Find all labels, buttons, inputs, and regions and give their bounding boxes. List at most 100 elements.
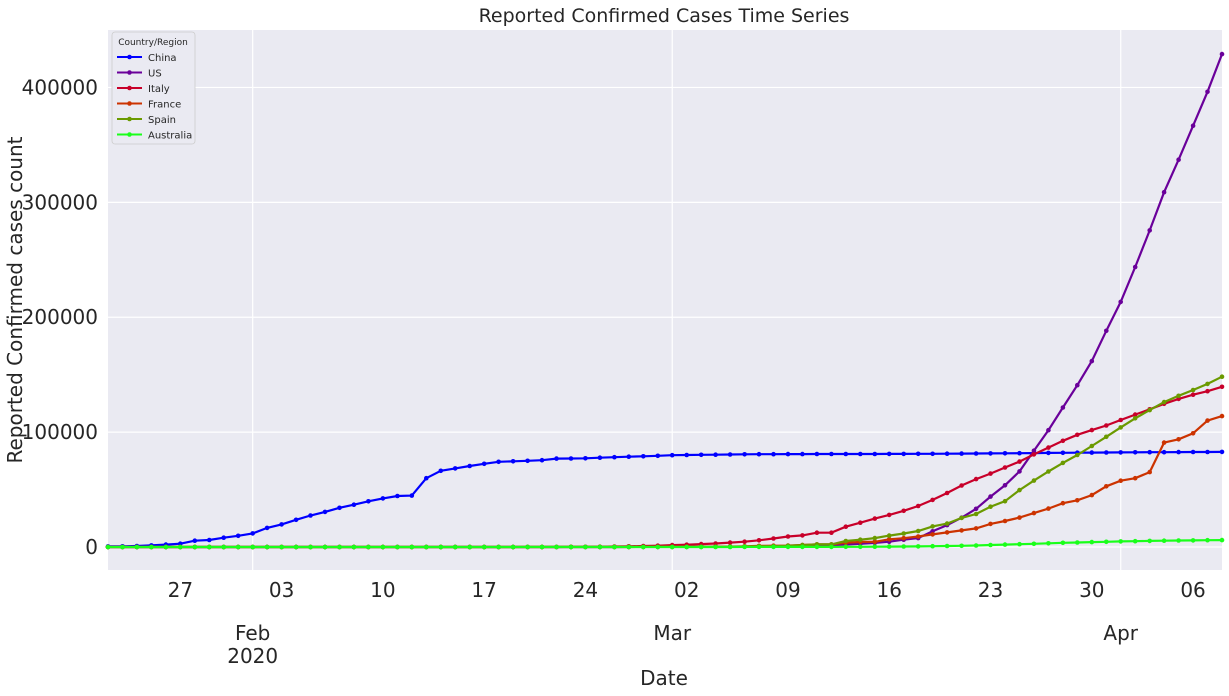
- data-point: [554, 456, 559, 461]
- data-point: [915, 534, 921, 539]
- data-point: [829, 451, 834, 457]
- data-point: [886, 544, 892, 549]
- data-point: [886, 451, 892, 457]
- data-point: [1060, 438, 1066, 444]
- data-point: [525, 544, 530, 550]
- data-point: [901, 508, 906, 514]
- data-point: [409, 493, 415, 498]
- data-point: [1132, 475, 1138, 481]
- data-point: [698, 452, 704, 458]
- legend-marker: [127, 85, 132, 91]
- data-point: [1190, 392, 1196, 398]
- grid-lines: [108, 30, 1222, 570]
- data-point: [800, 544, 805, 550]
- data-point: [1031, 478, 1037, 483]
- data-point: [1190, 123, 1196, 128]
- data-point: [858, 451, 863, 457]
- y-axis: 0 100000 200000 300000 400000: [22, 75, 98, 559]
- data-point: [930, 524, 935, 529]
- data-point: [1205, 418, 1210, 423]
- series-line-australia: [108, 539, 1223, 549]
- data-point: [481, 461, 487, 467]
- data-point: [944, 530, 950, 535]
- data-point: [1002, 483, 1008, 488]
- data-point: [221, 535, 226, 540]
- data-point: [235, 544, 241, 550]
- data-point: [1089, 492, 1095, 498]
- data-point: [250, 531, 255, 536]
- data-point: [988, 542, 993, 548]
- data-point: [988, 494, 993, 499]
- data-point: [1017, 459, 1022, 464]
- data-point: [134, 544, 140, 550]
- data-point: [438, 468, 444, 474]
- x-tick-label: 24: [573, 578, 598, 602]
- plot-area: [108, 30, 1222, 570]
- x-axis-title: Date: [640, 666, 688, 690]
- series-australia: [105, 537, 1225, 550]
- legend-title: Country/Region: [118, 38, 188, 48]
- data-point: [843, 544, 849, 550]
- y-tick-label: 0: [85, 535, 98, 559]
- data-point: [1104, 434, 1109, 440]
- data-point: [1147, 449, 1152, 455]
- data-point: [264, 525, 270, 531]
- data-point: [886, 537, 892, 542]
- data-point: [337, 544, 342, 550]
- legend-label: Italy: [148, 84, 170, 95]
- data-point: [669, 544, 675, 550]
- data-point: [1060, 405, 1066, 410]
- data-point: [380, 544, 386, 550]
- data-point: [973, 526, 979, 531]
- data-point: [641, 544, 646, 550]
- data-point: [800, 533, 805, 538]
- data-point: [944, 451, 950, 457]
- data-point: [452, 466, 458, 471]
- data-point: [669, 452, 675, 458]
- legend-marker: [127, 132, 132, 137]
- data-point: [1089, 427, 1095, 433]
- data-point: [1017, 515, 1022, 520]
- data-point: [1002, 451, 1008, 456]
- data-point: [597, 544, 603, 550]
- data-point: [756, 544, 762, 550]
- data-point: [973, 506, 979, 512]
- data-point: [496, 544, 501, 550]
- data-point: [1060, 540, 1066, 546]
- data-point: [1190, 449, 1196, 455]
- data-point: [380, 496, 386, 501]
- data-point: [858, 544, 863, 550]
- data-point: [105, 544, 111, 550]
- data-point: [1002, 542, 1008, 547]
- data-point: [1075, 432, 1080, 438]
- data-point: [1075, 382, 1080, 388]
- data-point: [1176, 393, 1181, 399]
- data-point: [1176, 437, 1181, 442]
- data-point: [727, 544, 733, 550]
- data-point: [1104, 484, 1109, 489]
- data-point: [207, 544, 212, 550]
- data-point: [814, 451, 820, 457]
- x-tick-label: 17: [471, 578, 496, 602]
- data-point: [612, 544, 617, 550]
- data-point: [771, 451, 776, 457]
- data-point: [1205, 89, 1210, 95]
- x-tick-label: 02: [674, 578, 699, 602]
- data-point: [727, 540, 733, 545]
- x-month-label: Feb: [235, 621, 270, 645]
- data-point: [959, 451, 964, 456]
- data-point: [1002, 498, 1008, 504]
- data-point: [1118, 299, 1123, 305]
- data-point: [207, 537, 212, 543]
- legend-marker: [127, 101, 132, 106]
- data-point: [843, 538, 849, 544]
- data-point: [525, 458, 530, 464]
- data-point: [510, 459, 516, 464]
- data-point: [843, 451, 849, 457]
- legend-label: US: [148, 69, 162, 80]
- data-point: [1075, 452, 1080, 458]
- data-point: [322, 544, 328, 550]
- data-point: [1205, 449, 1210, 455]
- data-point: [655, 453, 661, 459]
